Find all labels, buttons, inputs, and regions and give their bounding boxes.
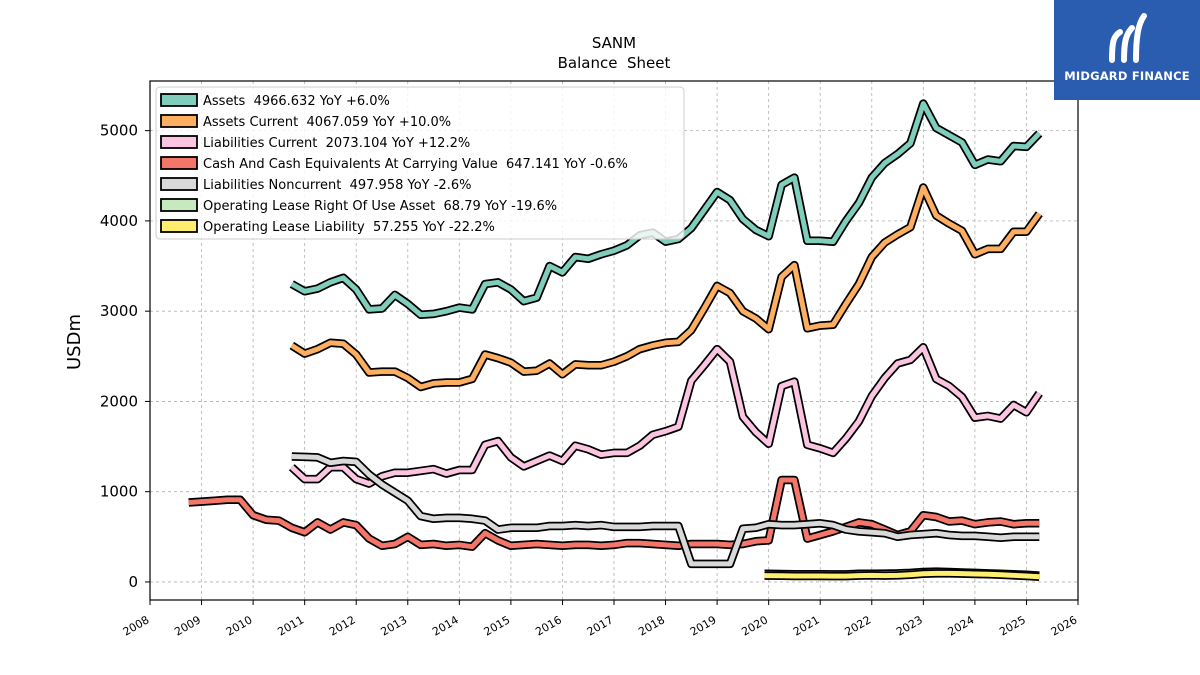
logo-icon	[1109, 13, 1147, 63]
series-assets	[289, 99, 1043, 320]
series-line	[290, 101, 1042, 318]
x-tick-label: 2019	[688, 613, 719, 638]
x-tick-label: 2017	[585, 613, 616, 638]
series-lines	[188, 99, 1043, 582]
x-tick-label: 2013	[379, 613, 410, 638]
legend-entry: Assets Current 4067.059 YoY +10.0%	[203, 115, 451, 130]
x-tick-label: 2020	[739, 613, 770, 638]
series-assets-current	[289, 183, 1043, 392]
x-tick-label: 2018	[636, 613, 667, 638]
legend-entry: Cash And Cash Equivalents At Carrying Va…	[203, 157, 628, 172]
x-tick-label: 2010	[224, 613, 255, 638]
legend: Assets 4966.632 YoY +6.0% Assets Current …	[155, 86, 685, 240]
series-line	[291, 454, 1040, 567]
legend-entry: Assets 4966.632 YoY +6.0%	[203, 94, 390, 109]
y-tick-label: 5000	[100, 122, 138, 140]
series-line	[764, 570, 1040, 580]
legend-swatch	[160, 135, 198, 149]
x-tick-label: 2016	[533, 613, 564, 638]
x-tick-label: 2014	[430, 613, 461, 638]
series-liabilities-current	[288, 343, 1043, 488]
legend-swatch	[160, 93, 198, 107]
x-tick-label: 2011	[275, 613, 306, 638]
legend-swatch	[160, 114, 198, 128]
legend-entry: Liabilities Noncurrent 497.958 YoY -2.6%	[203, 178, 471, 193]
y-tick-label: 3000	[100, 302, 138, 320]
y-axis-label: USDm	[64, 314, 85, 370]
x-tick-label: 2023	[894, 613, 925, 638]
series-outline	[288, 343, 1043, 488]
y-tick-label: 1000	[100, 483, 138, 501]
legend-swatch	[160, 219, 198, 233]
legend-entry: Operating Lease Right Of Use Asset 68.79…	[203, 199, 557, 214]
legend-swatch	[160, 156, 198, 170]
legend-swatch	[160, 198, 198, 212]
legend-box	[155, 86, 685, 240]
series-line	[290, 185, 1042, 390]
y-tick-label: 0	[128, 573, 138, 591]
x-tick-label: 2009	[172, 613, 203, 638]
x-tick-label: 2012	[327, 613, 358, 638]
x-tick-label: 2025	[997, 613, 1028, 638]
chart-title: SANM	[592, 34, 636, 52]
chart-subtitle: Balance Sheet	[558, 54, 671, 72]
x-tick-label: 2026	[1049, 613, 1080, 638]
x-tick-label: 2021	[791, 613, 822, 638]
brand-logo: MIDGARD FINANCE	[1054, 0, 1200, 100]
brand-name: MIDGARD FINANCE	[1064, 69, 1190, 83]
y-tick-label: 4000	[100, 212, 138, 230]
series-line	[290, 344, 1042, 487]
x-tick-label: 2022	[843, 613, 874, 638]
legend-entry: Liabilities Current 2073.104 YoY +12.2%	[203, 136, 470, 151]
legend-entry: Operating Lease Liability 57.255 YoY -22…	[203, 220, 495, 235]
series-liabilities-noncurrent	[291, 452, 1040, 569]
x-tick-label: 2015	[482, 613, 513, 638]
x-tick-label: 2024	[946, 613, 977, 638]
series-operating-lease-liability	[764, 569, 1040, 582]
legend-swatch	[160, 177, 198, 191]
x-tick-label: 2008	[121, 613, 152, 638]
y-tick-label: 2000	[100, 392, 138, 410]
